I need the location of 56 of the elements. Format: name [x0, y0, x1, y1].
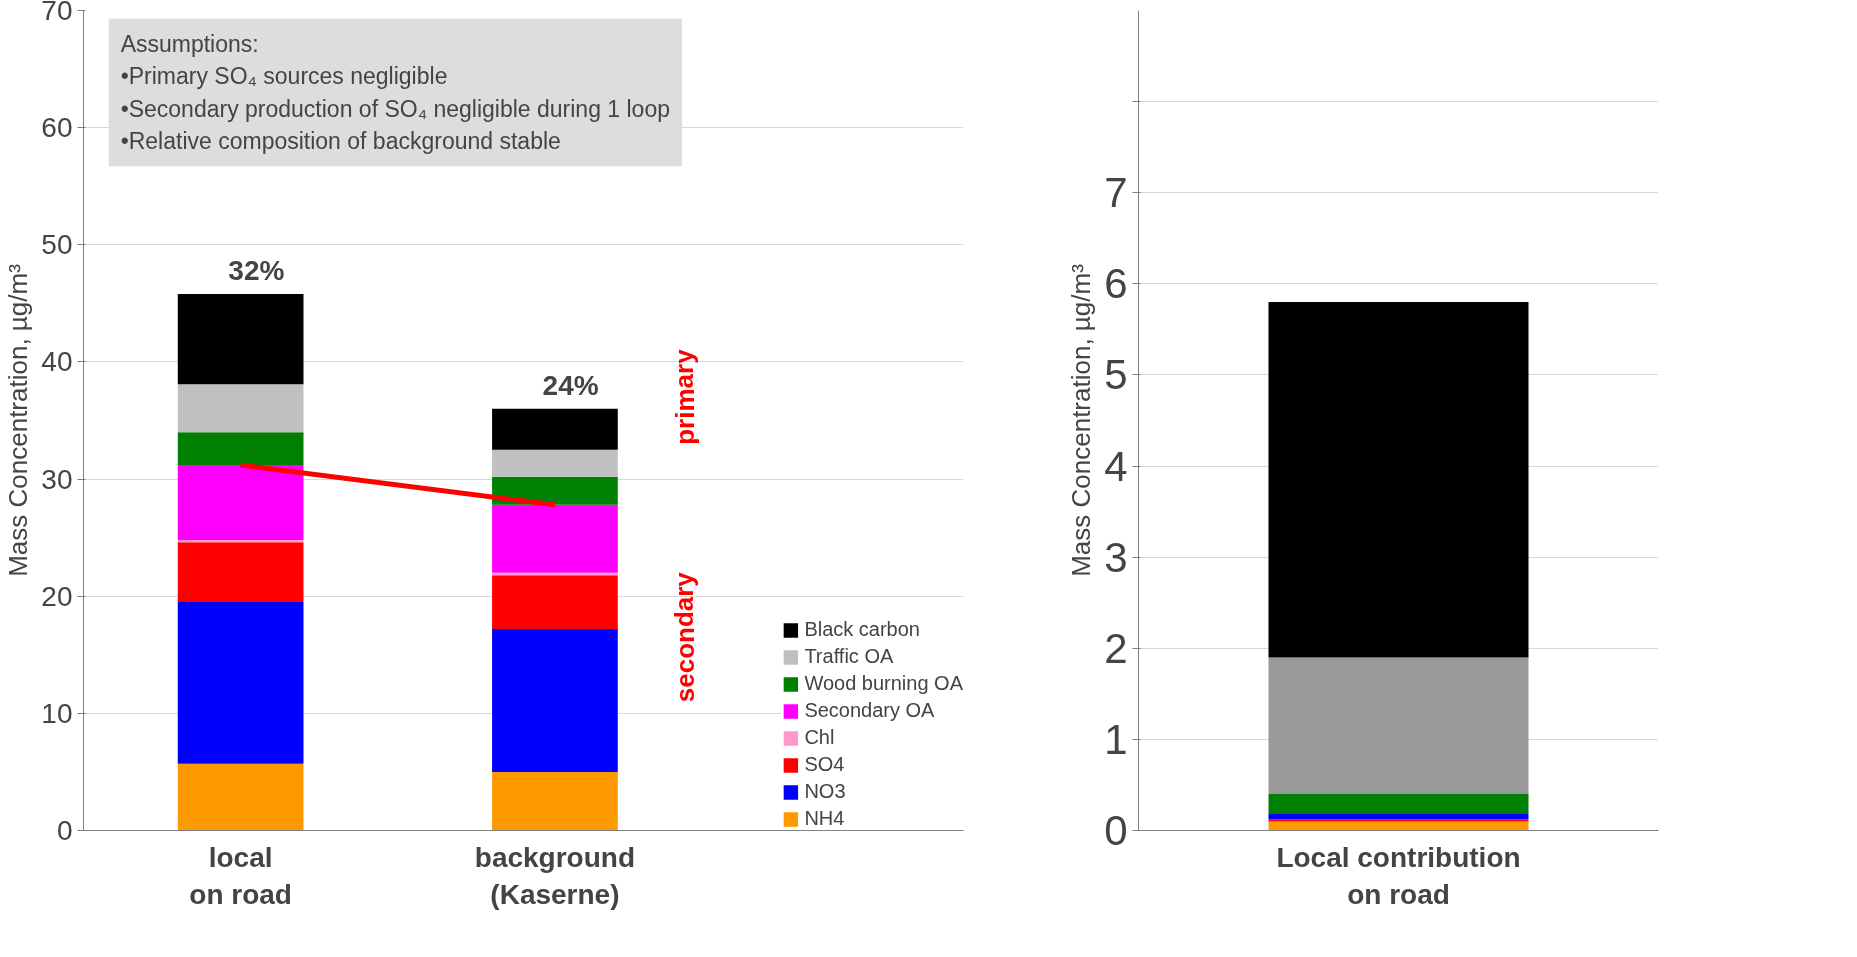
- legend-label: NO3: [804, 780, 846, 803]
- annotation: 32%: [228, 254, 285, 286]
- y-tick-label: 5: [1104, 351, 1128, 399]
- bar: [492, 449, 618, 477]
- annotation: primary: [669, 348, 700, 445]
- y-axis-title: Mass Concentration, µg/m³: [1066, 263, 1097, 577]
- bar: [177, 465, 304, 540]
- annotation: •Relative composition of background stable: [120, 128, 561, 155]
- annotation: secondary: [669, 571, 700, 703]
- legend-label: Traffic OA: [804, 645, 894, 668]
- y-tick-label: 7: [1104, 169, 1128, 217]
- y-tick-label: 1: [1104, 715, 1128, 763]
- bar: [177, 542, 304, 603]
- bar: [1268, 821, 1529, 831]
- y-tick-label: 20: [41, 580, 73, 612]
- bar: [177, 602, 304, 764]
- bar: [1268, 302, 1529, 658]
- y-tick-label: 60: [41, 112, 73, 144]
- legend-label: NH4: [804, 807, 845, 830]
- bar: [177, 384, 304, 433]
- y-tick-label: 0: [56, 815, 73, 846]
- y-tick-label: 70: [41, 0, 73, 26]
- y-tick-label: 10: [41, 697, 73, 729]
- bar: [492, 575, 618, 630]
- annotation: 24%: [542, 369, 599, 401]
- y-tick-label: 0: [1104, 807, 1128, 854]
- y-tick-label: 2: [1104, 624, 1128, 672]
- bar: [492, 629, 618, 772]
- legend-label: Secondary OA: [804, 699, 935, 722]
- y-tick-label: 30: [41, 463, 73, 495]
- legend-label: SO4: [804, 753, 845, 776]
- bar: [177, 763, 304, 831]
- bar: [1268, 794, 1529, 815]
- bar: [492, 476, 618, 505]
- y-tick-label: 6: [1104, 260, 1128, 308]
- annotation: •Secondary production of SO₄ negligible during 1 loop: [120, 95, 670, 122]
- annotation: •Primary SO₄ sources negligible: [120, 63, 448, 90]
- bar: [492, 771, 618, 831]
- bar: [1268, 657, 1529, 795]
- y-tick-label: 40: [41, 346, 73, 378]
- y-tick-label: 4: [1104, 442, 1128, 490]
- bar: [177, 432, 304, 466]
- x-tick-label: Local contribution on road: [1276, 841, 1521, 910]
- x-tick-label: local on road: [189, 841, 292, 910]
- y-axis-title: Mass Concentration, µg/m³: [3, 263, 34, 577]
- y-tick-label: 50: [41, 229, 73, 261]
- legend-label: Wood burning OA: [804, 672, 963, 695]
- bar: [492, 504, 618, 573]
- legend-label: Black carbon: [804, 618, 920, 641]
- legend-label: Chl: [804, 726, 835, 749]
- x-tick-label: background (Kaserne): [474, 841, 636, 910]
- y-tick-label: 3: [1104, 533, 1128, 581]
- bar: [1268, 814, 1529, 820]
- annotation: Assumptions:: [120, 30, 259, 57]
- bar: [177, 293, 304, 385]
- bar: [492, 408, 618, 450]
